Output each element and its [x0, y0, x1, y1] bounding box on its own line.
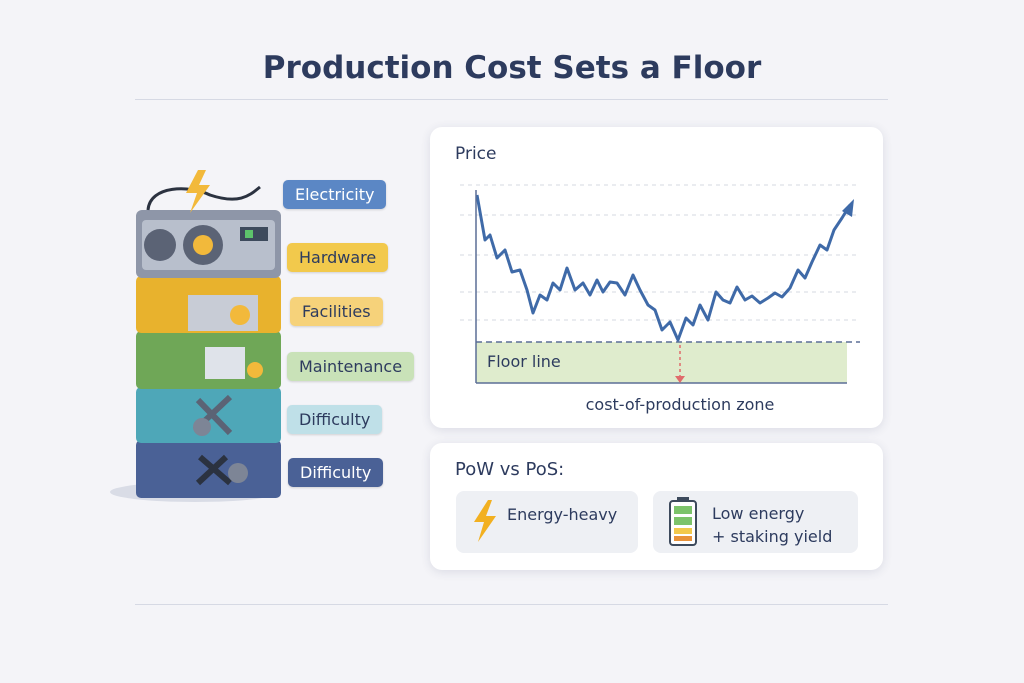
stack-label: Difficulty — [288, 458, 384, 487]
battery-icon — [669, 497, 697, 546]
zone-label: cost-of-production zone — [585, 395, 775, 414]
pos-text: + staking yield — [712, 527, 833, 546]
price-sketch — [460, 184, 860, 384]
comparison-title: PoW vs PoS: — [455, 459, 565, 480]
bolt-icon — [474, 500, 496, 542]
pow-text: Energy-heavy — [507, 505, 618, 524]
stack-label: Facilities — [290, 297, 383, 326]
axis-label: Price — [455, 144, 497, 164]
floor-label: Floor line — [487, 352, 561, 371]
stack-label: Electricity — [283, 180, 387, 209]
stack-label: Difficulty — [287, 405, 383, 434]
stack-label: Hardware — [287, 243, 389, 272]
page-title: Production Cost Sets a Floor — [262, 50, 762, 86]
mining-stack — [110, 170, 281, 502]
divider — [135, 604, 888, 605]
stack-label: Maintenance — [287, 352, 415, 381]
pos-text: Low energy — [712, 504, 805, 523]
divider — [135, 99, 888, 100]
